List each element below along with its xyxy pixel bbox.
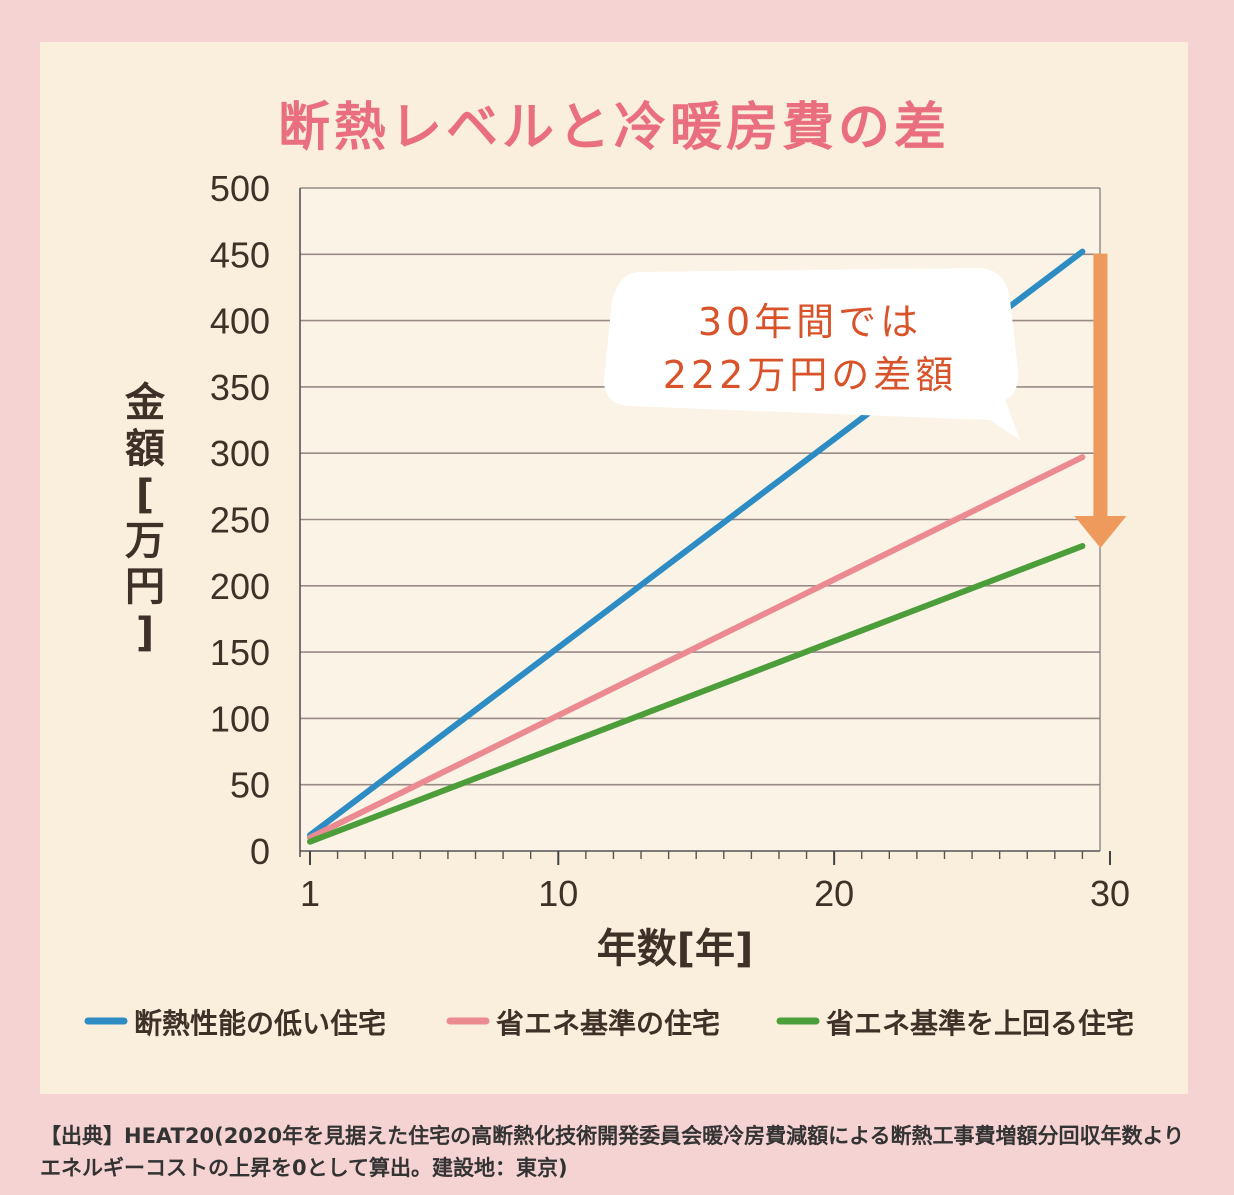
legend: 断熱性能の低い住宅 省エネ基準の住宅 省エネ基準を上回る住宅 xyxy=(84,1007,1134,1040)
x-axis-ticks: 1 10 20 30 xyxy=(300,851,1130,914)
y-tick-label-250: 250 xyxy=(210,500,270,541)
speech-bubble xyxy=(604,268,1020,440)
source-tag: 【出典】 xyxy=(40,1124,124,1148)
y-tick-label-450: 450 xyxy=(210,234,270,275)
annotation-line-1: 30年間では xyxy=(698,300,922,344)
y-tick-label-500: 500 xyxy=(210,168,270,209)
series-line-1 xyxy=(307,454,1086,841)
y-tick-label-100: 100 xyxy=(210,698,270,739)
y-tick-label-350: 350 xyxy=(210,367,270,408)
difference-arrow-head xyxy=(1074,516,1127,549)
legend-label-0: 断熱性能の低い住宅 xyxy=(134,1007,386,1040)
source-text: HEAT20(2020年を見据えた住宅の高断熱化技術開発委員会暖冷房費減額による… xyxy=(40,1124,1185,1180)
y-tick-label-0: 0 xyxy=(250,831,270,872)
x-tick-label-30: 30 xyxy=(1090,873,1130,914)
legend-label-2: 省エネ基準を上回る住宅 xyxy=(826,1007,1134,1040)
y-axis-label-char: 額 xyxy=(125,426,165,472)
y-axis-label-char: 金 xyxy=(124,380,166,426)
y-tick-label-150: 150 xyxy=(210,632,270,673)
y-axis-label: 金額[万円] xyxy=(124,380,166,656)
y-axis-label-char: [ xyxy=(136,472,154,518)
y-tick-label-200: 200 xyxy=(210,566,270,607)
source-note: 【出典】HEAT20(2020年を見据えた住宅の高断熱化技術開発委員会暖冷房費減… xyxy=(40,1120,1200,1184)
x-axis-label: 年数[年] xyxy=(597,926,754,972)
x-tick-label-1: 1 xyxy=(300,873,320,914)
y-axis-ticks: 0 50 100 150 200 250 300 350 400 450 500 xyxy=(210,168,270,872)
annotation-line-2: 222万円の差額 xyxy=(663,353,958,397)
difference-annotation: 30年間では 222万円の差額 xyxy=(604,253,1127,549)
y-axis-label-char: 万 xyxy=(125,518,165,564)
legend-label-1: 省エネ基準の住宅 xyxy=(496,1007,720,1040)
x-tick-label-10: 10 xyxy=(538,873,578,914)
y-axis-label-char: ] xyxy=(136,610,154,656)
x-tick-label-20: 20 xyxy=(814,873,854,914)
y-axis-label-char: 円 xyxy=(125,564,165,610)
y-tick-label-300: 300 xyxy=(210,433,270,474)
y-tick-label-400: 400 xyxy=(210,301,270,342)
chart-title: 断熱レベルと冷暖房費の差 xyxy=(277,98,950,158)
y-tick-label-50: 50 xyxy=(230,765,270,806)
series-line-2 xyxy=(307,543,1086,845)
